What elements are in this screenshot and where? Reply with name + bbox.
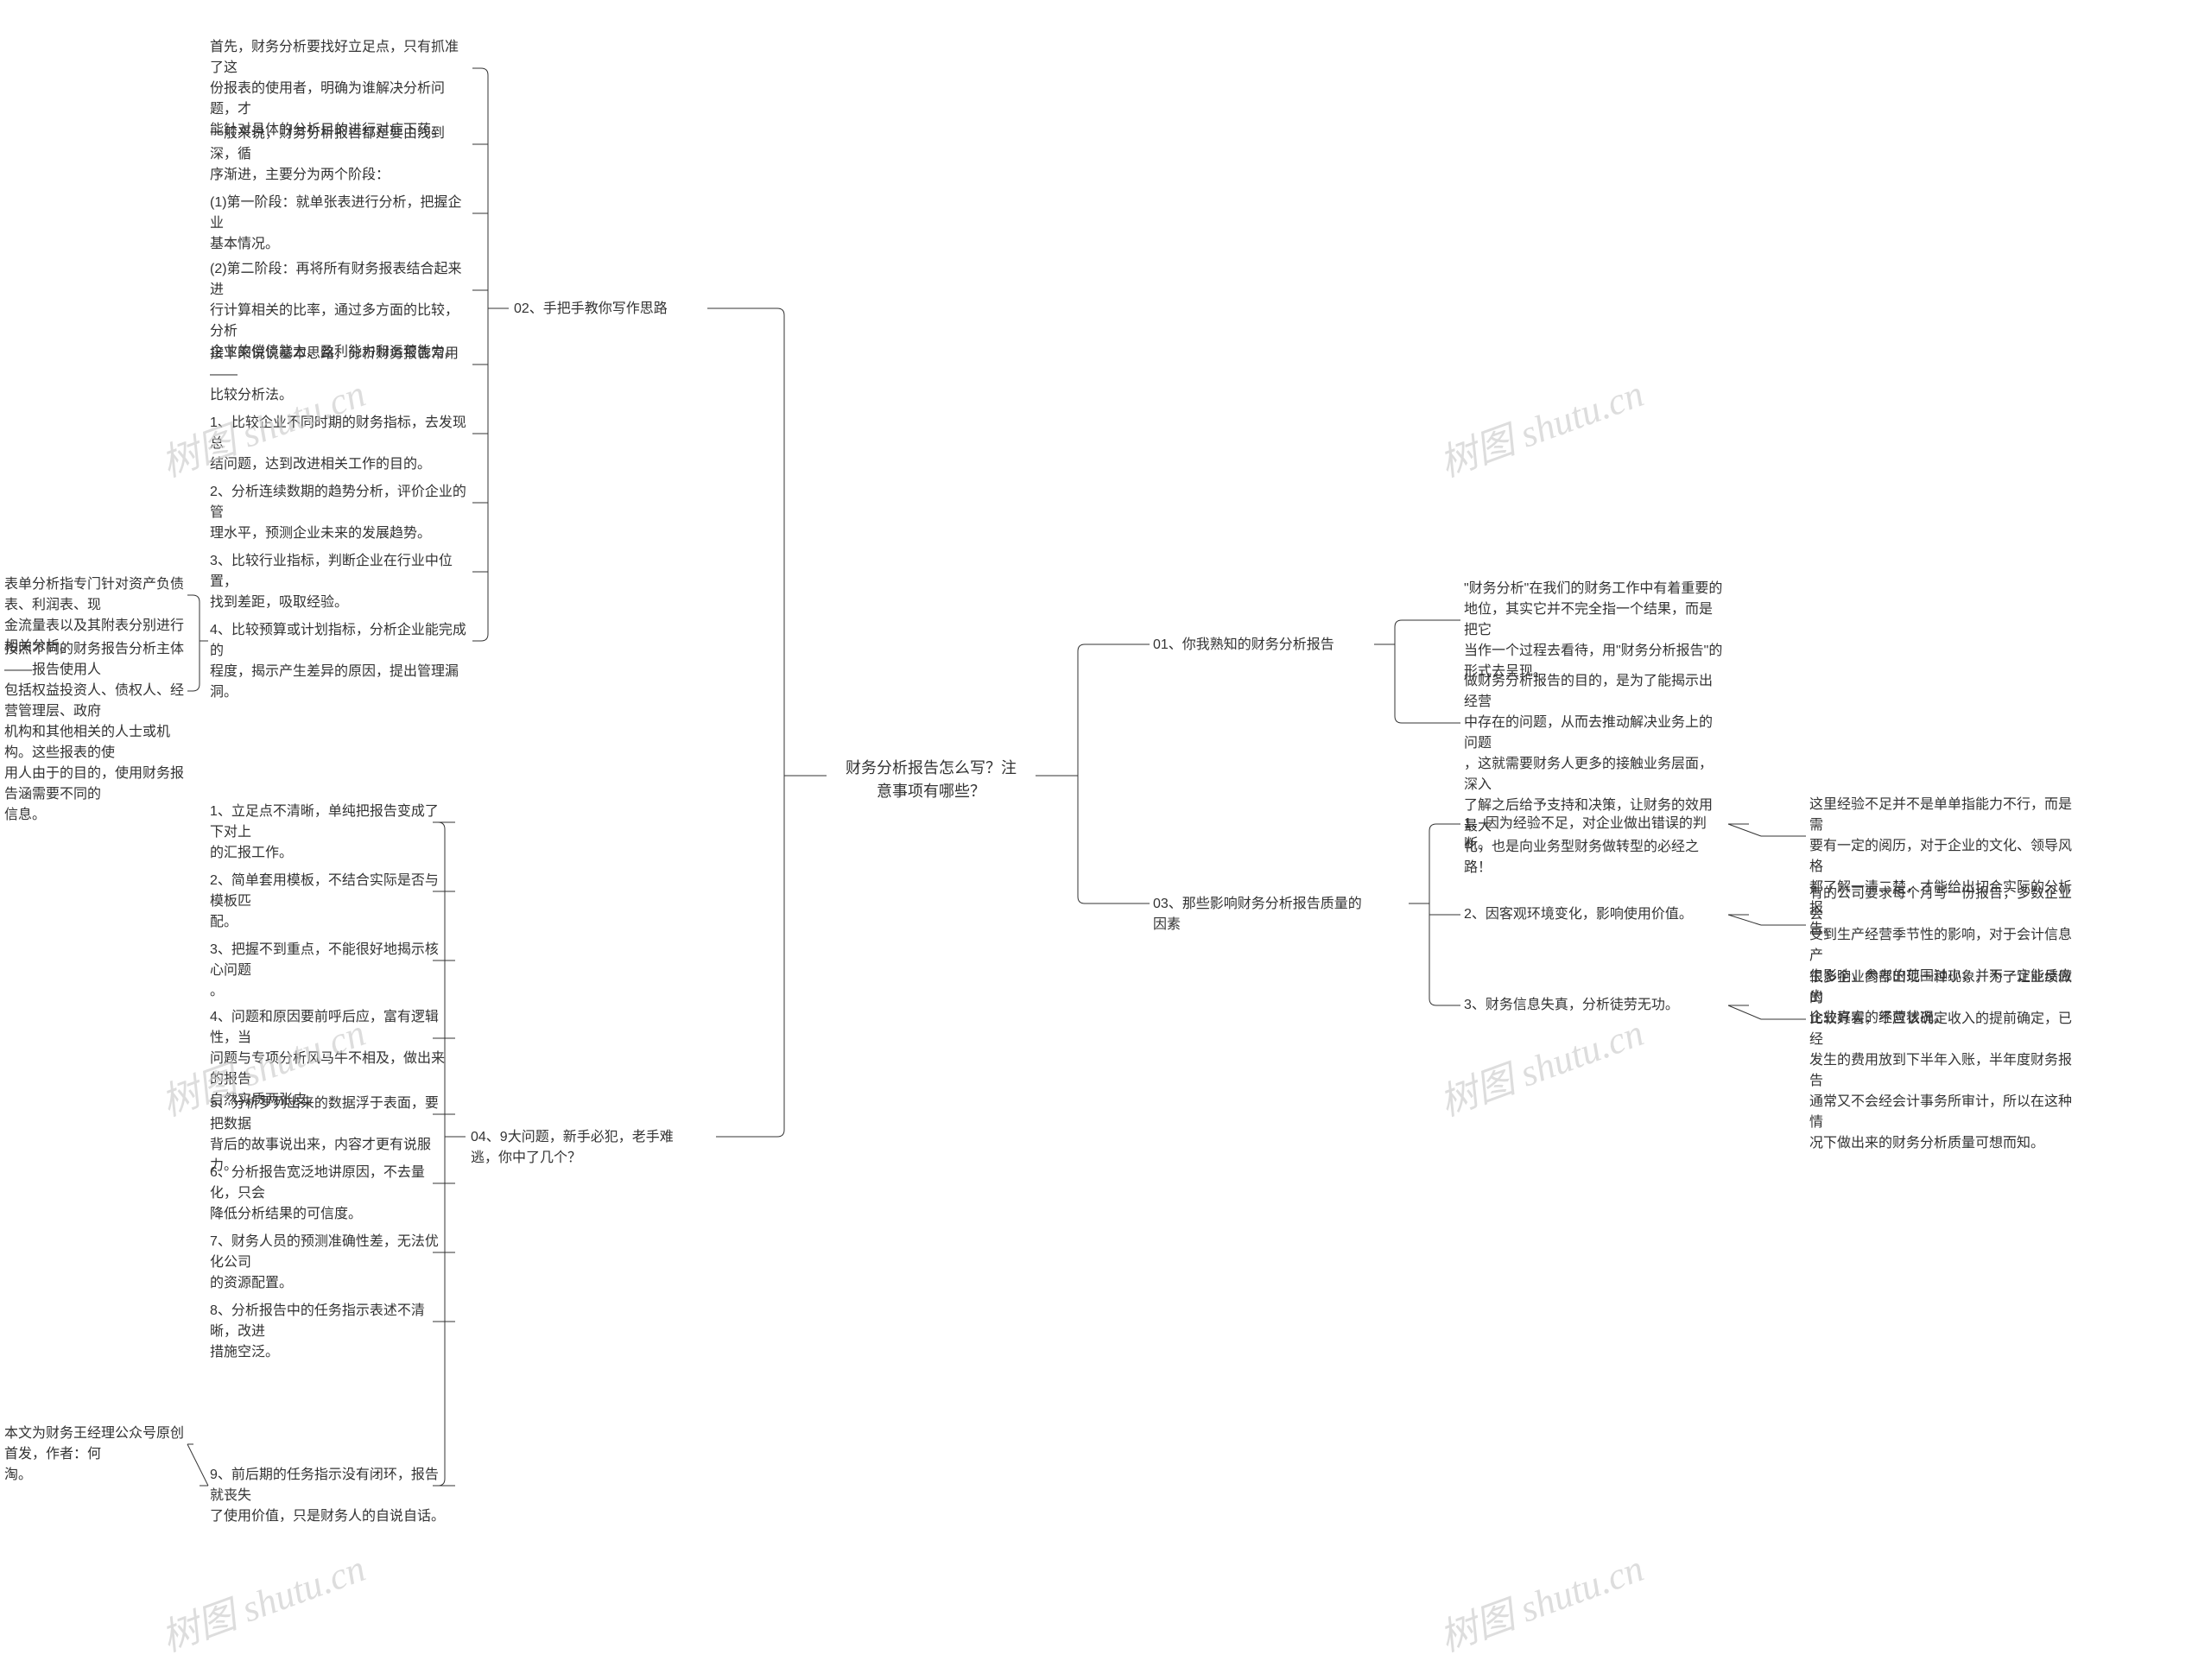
watermark: 树图 shutu.cn — [1431, 363, 1650, 488]
mindmap-node: 一般来说，财务分析报告都是要由浅到深，循 序渐进，主要分为两个阶段： — [210, 124, 469, 186]
mindmap-node: 1、立足点不清晰，单纯把报告变成了下对上 的汇报工作。 — [210, 802, 452, 864]
mindmap-node: "财务分析"在我们的财务工作中有着重要的 地位，其实它并不完全指一个结果，而是把… — [1464, 579, 1723, 682]
center-node: 财务分析报告怎么写？注 意事项有哪些？ — [832, 757, 1030, 803]
watermark: 树图 shutu.cn — [1431, 1537, 1650, 1663]
mindmap-node: 2、简单套用模板，不结合实际是否与模板匹 配。 — [210, 871, 452, 933]
mindmap-node: 按照不同的财务报告分析主体——报告使用人 包括权益投资人、债权人、经营管理层、政… — [4, 639, 190, 826]
mindmap-node: 1、因为经验不足，对企业做出错误的判断。 — [1464, 814, 1723, 855]
mindmap-node: 2、因客观环境变化，影响使用价值。 — [1464, 904, 1723, 925]
watermark: 树图 shutu.cn — [1431, 1002, 1650, 1127]
mindmap-node: 8、分析报告中的任务指示表述不清晰，改进 措施空泛。 — [210, 1301, 452, 1363]
mindmap-node: 6、分析报告宽泛地讲原因，不去量化，只会 降低分析结果的可信度。 — [210, 1163, 452, 1225]
mindmap-node: 04、9大问题，新手必犯，老手难 逃，你中了几个？ — [471, 1127, 713, 1169]
mindmap-node: 03、那些影响财务分析报告质量的 因素 — [1153, 894, 1403, 935]
mindmap-node: 3、比较行业指标，判断企业在行业中位置， 找到差距，吸取经验。 — [210, 551, 469, 613]
mindmap-node: 4、比较预算或计划指标，分析企业能完成的 程度，揭示产生差异的原因，提出管理漏洞… — [210, 620, 469, 703]
mindmap-node: 01、你我熟知的财务分析报告 — [1153, 635, 1369, 656]
mindmap-node: (1)第一阶段：就单张表进行分析，把握企业 基本情况。 — [210, 193, 469, 255]
mindmap-node: 本文为财务王经理公众号原创首发，作者：何 淘。 — [4, 1423, 190, 1486]
mindmap-node: 2、分析连续数期的趋势分析，评价企业的管 理水平，预测企业未来的发展趋势。 — [210, 482, 469, 544]
mindmap-node: 3、把握不到重点，不能很好地揭示核心问题 。 — [210, 940, 452, 1002]
mindmap-node: 9、前后期的任务指示没有闭环，报告就丧失 了使用价值，只是财务人的自说自话。 — [210, 1465, 452, 1527]
mindmap-node: 1、比较企业不同时期的财务指标，去发现总 结问题，达到改进相关工作的目的。 — [210, 413, 469, 475]
mindmap-node: 02、手把手教你写作思路 — [514, 299, 704, 320]
mindmap-node: 7、财务人员的预测准确性差，无法优化公司 的资源配置。 — [210, 1232, 452, 1294]
watermark: 树图 shutu.cn — [153, 1537, 372, 1663]
mindmap-node: 接下来说说基本思路，分析财务报告常用—— 比较分析法。 — [210, 344, 469, 406]
mindmap-node: 3、财务信息失真，分析徒劳无功。 — [1464, 995, 1723, 1016]
mindmap-node: 很多企业内部出现一种现象，为了让业绩做的 比较好看，不应该确定收入的提前确定，已… — [1809, 967, 2073, 1154]
